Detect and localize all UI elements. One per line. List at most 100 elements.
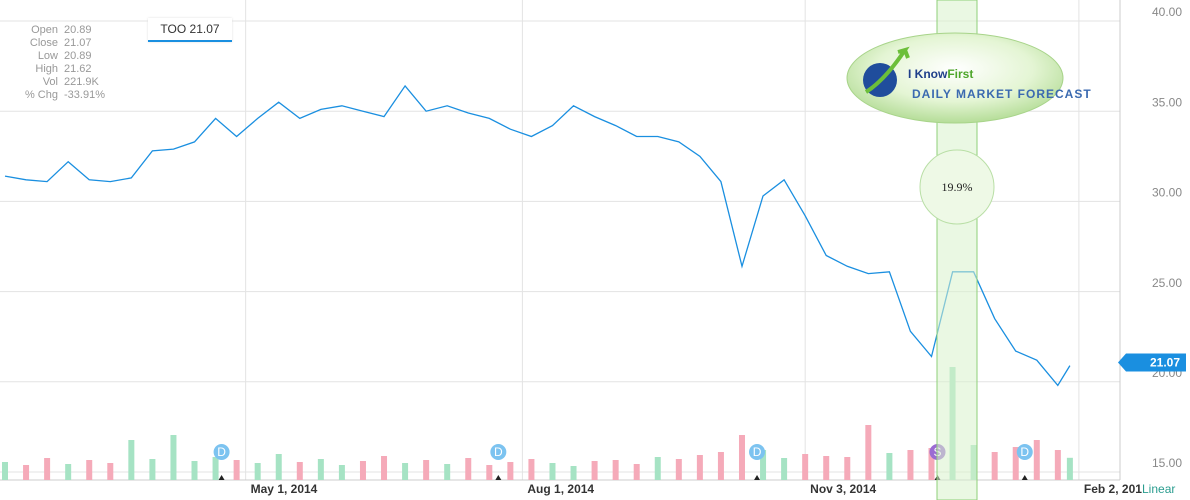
event-label: D: [1020, 445, 1029, 459]
volume-bar: [507, 462, 514, 480]
y-tick-label: 25.00: [1152, 276, 1182, 290]
volume-bar: [128, 440, 135, 480]
panel-label: Close: [29, 37, 58, 49]
volume-bar: [760, 450, 767, 480]
volume-bar: [149, 459, 156, 480]
volume-bar: [254, 463, 261, 480]
volume-bar: [717, 452, 724, 480]
event-label: D: [753, 445, 762, 459]
volume-bar: [591, 461, 598, 480]
volume-bar: [191, 461, 198, 480]
panel-value: 221.9K: [64, 76, 99, 88]
event-label: D: [217, 445, 226, 459]
volume-bar: [738, 435, 745, 480]
volume-bar: [65, 464, 72, 480]
volume-bar: [781, 458, 788, 480]
scale-label: Linear: [1142, 482, 1175, 496]
panel-label: Vol: [42, 76, 58, 88]
volume-bar: [486, 465, 493, 480]
event-marker: [749, 444, 766, 460]
panel-value: 21.62: [64, 63, 92, 75]
logo-part1: I Know: [908, 67, 948, 81]
panel-value: 20.89: [64, 50, 92, 62]
panel-row: Close 21.07: [18, 37, 105, 50]
y-tick-label: 40.00: [1152, 5, 1182, 19]
panel-value: 21.07: [64, 37, 92, 49]
event-pointer: [754, 475, 761, 480]
volume-bar: [886, 453, 893, 480]
volume-bar: [802, 454, 809, 480]
y-tick-label: 15.00: [1152, 456, 1182, 470]
panel-row: Vol 221.9K: [18, 76, 105, 89]
volume-bar: [675, 459, 682, 480]
volume-bar: [654, 457, 661, 480]
volume-bar: [549, 463, 556, 480]
volume-bar: [275, 454, 282, 480]
volume-bar: [907, 450, 914, 480]
price-tag-label: 21.07: [1150, 356, 1180, 370]
volume-bar: [1066, 457, 1073, 480]
volume-bar: [1054, 450, 1061, 480]
volume-bar: [1033, 440, 1040, 480]
volume-bar: [528, 459, 535, 480]
event-pointer: [495, 475, 502, 480]
volume-bar: [465, 458, 472, 480]
price-tag: [1118, 353, 1186, 372]
volume-bar: [1012, 447, 1019, 480]
volume-bar: [86, 460, 93, 480]
volume-bar: [844, 457, 851, 480]
panel-label: High: [35, 63, 58, 75]
volume-bar: [423, 460, 430, 480]
ohlc-panel: Open 20.89 Close 21.07 Low 20.89 High 21.62 Vol 2…: [18, 24, 105, 102]
volume-bar: [823, 456, 830, 480]
volume-bar: [107, 463, 114, 480]
x-tick-label: Feb 2, 201: [1084, 482, 1142, 496]
volume-bar: [170, 435, 177, 480]
logo-part2: First: [947, 67, 973, 81]
panel-row: High 21.62: [18, 63, 105, 76]
volume-bar: [991, 452, 998, 480]
logo-subtitle: DAILY MARKET FORECAST: [912, 87, 1092, 101]
volume-bar: [633, 464, 640, 480]
event-marker: [490, 444, 507, 460]
volume-bar: [865, 425, 872, 480]
logo-title: I KnowFirst: [908, 67, 973, 81]
volume-bar: [212, 457, 219, 480]
volume-bar: [612, 460, 619, 480]
forecast-label: 19.9%: [942, 180, 973, 194]
panel-row: Open 20.89: [18, 24, 105, 37]
volume-bar: [317, 459, 324, 480]
forecast-bubble: [919, 149, 995, 225]
event-pointer: [218, 475, 225, 480]
volume-bar: [23, 465, 30, 480]
volume-bar: [444, 464, 451, 480]
panel-label: Low: [37, 50, 58, 62]
panel-row: % Chg -33.91%: [18, 89, 105, 102]
x-tick-label: Nov 3, 2014: [810, 482, 876, 496]
volume-bar: [696, 455, 703, 480]
y-tick-label: 30.00: [1152, 186, 1182, 200]
panel-value: -33.91%: [64, 89, 105, 101]
volume-bar: [359, 461, 366, 480]
logo-arrow: [864, 46, 910, 94]
x-tick-label: May 1, 2014: [251, 482, 318, 496]
event-marker: [213, 444, 230, 460]
volume-bar: [233, 460, 240, 480]
event-marker: [1016, 444, 1033, 460]
event-pointer: [1021, 475, 1028, 480]
legend: TOO 21.07: [148, 18, 232, 42]
volume-bar: [402, 463, 409, 480]
volume-bar: [928, 448, 935, 480]
price-line: [4, 84, 1071, 387]
panel-row: Low 20.89: [18, 50, 105, 63]
volume-bar: [381, 456, 388, 480]
panel-value: 20.89: [64, 24, 92, 36]
volume-bar: [2, 462, 8, 480]
volume-bar: [296, 462, 303, 480]
panel-label: % Chg: [24, 89, 58, 101]
volume-bar: [338, 465, 345, 480]
volume-bar: [570, 466, 577, 480]
panel-label: Open: [31, 24, 58, 36]
